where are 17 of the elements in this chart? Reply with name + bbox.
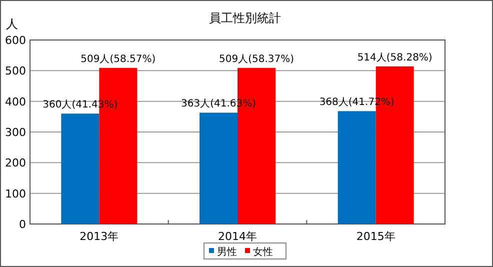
y-tick-label: 0 [19, 218, 26, 231]
legend-label: 女性 [253, 246, 273, 258]
y-tick-label: 100 [5, 187, 26, 200]
value-label: 509人(58.37%) [218, 54, 294, 65]
y-tick-label: 200 [5, 156, 26, 170]
x-tick-label: 2015年 [356, 230, 396, 243]
x-tick-label: 2014年 [218, 230, 257, 243]
ylabel: 人 [6, 17, 18, 31]
legend-label: 男性 [217, 246, 237, 258]
y-tick-label: 300 [5, 126, 26, 139]
value-label: 514人(58.28%) [357, 52, 432, 64]
y-tick-label: 400 [5, 95, 26, 108]
y-tick-label: 500 [5, 64, 26, 78]
value-label: 509人(58.57%) [80, 54, 156, 65]
x-tick-label: 2013年 [80, 230, 119, 243]
title: 員工性別統計 [209, 11, 281, 25]
y-tick-label: 600 [5, 34, 26, 47]
